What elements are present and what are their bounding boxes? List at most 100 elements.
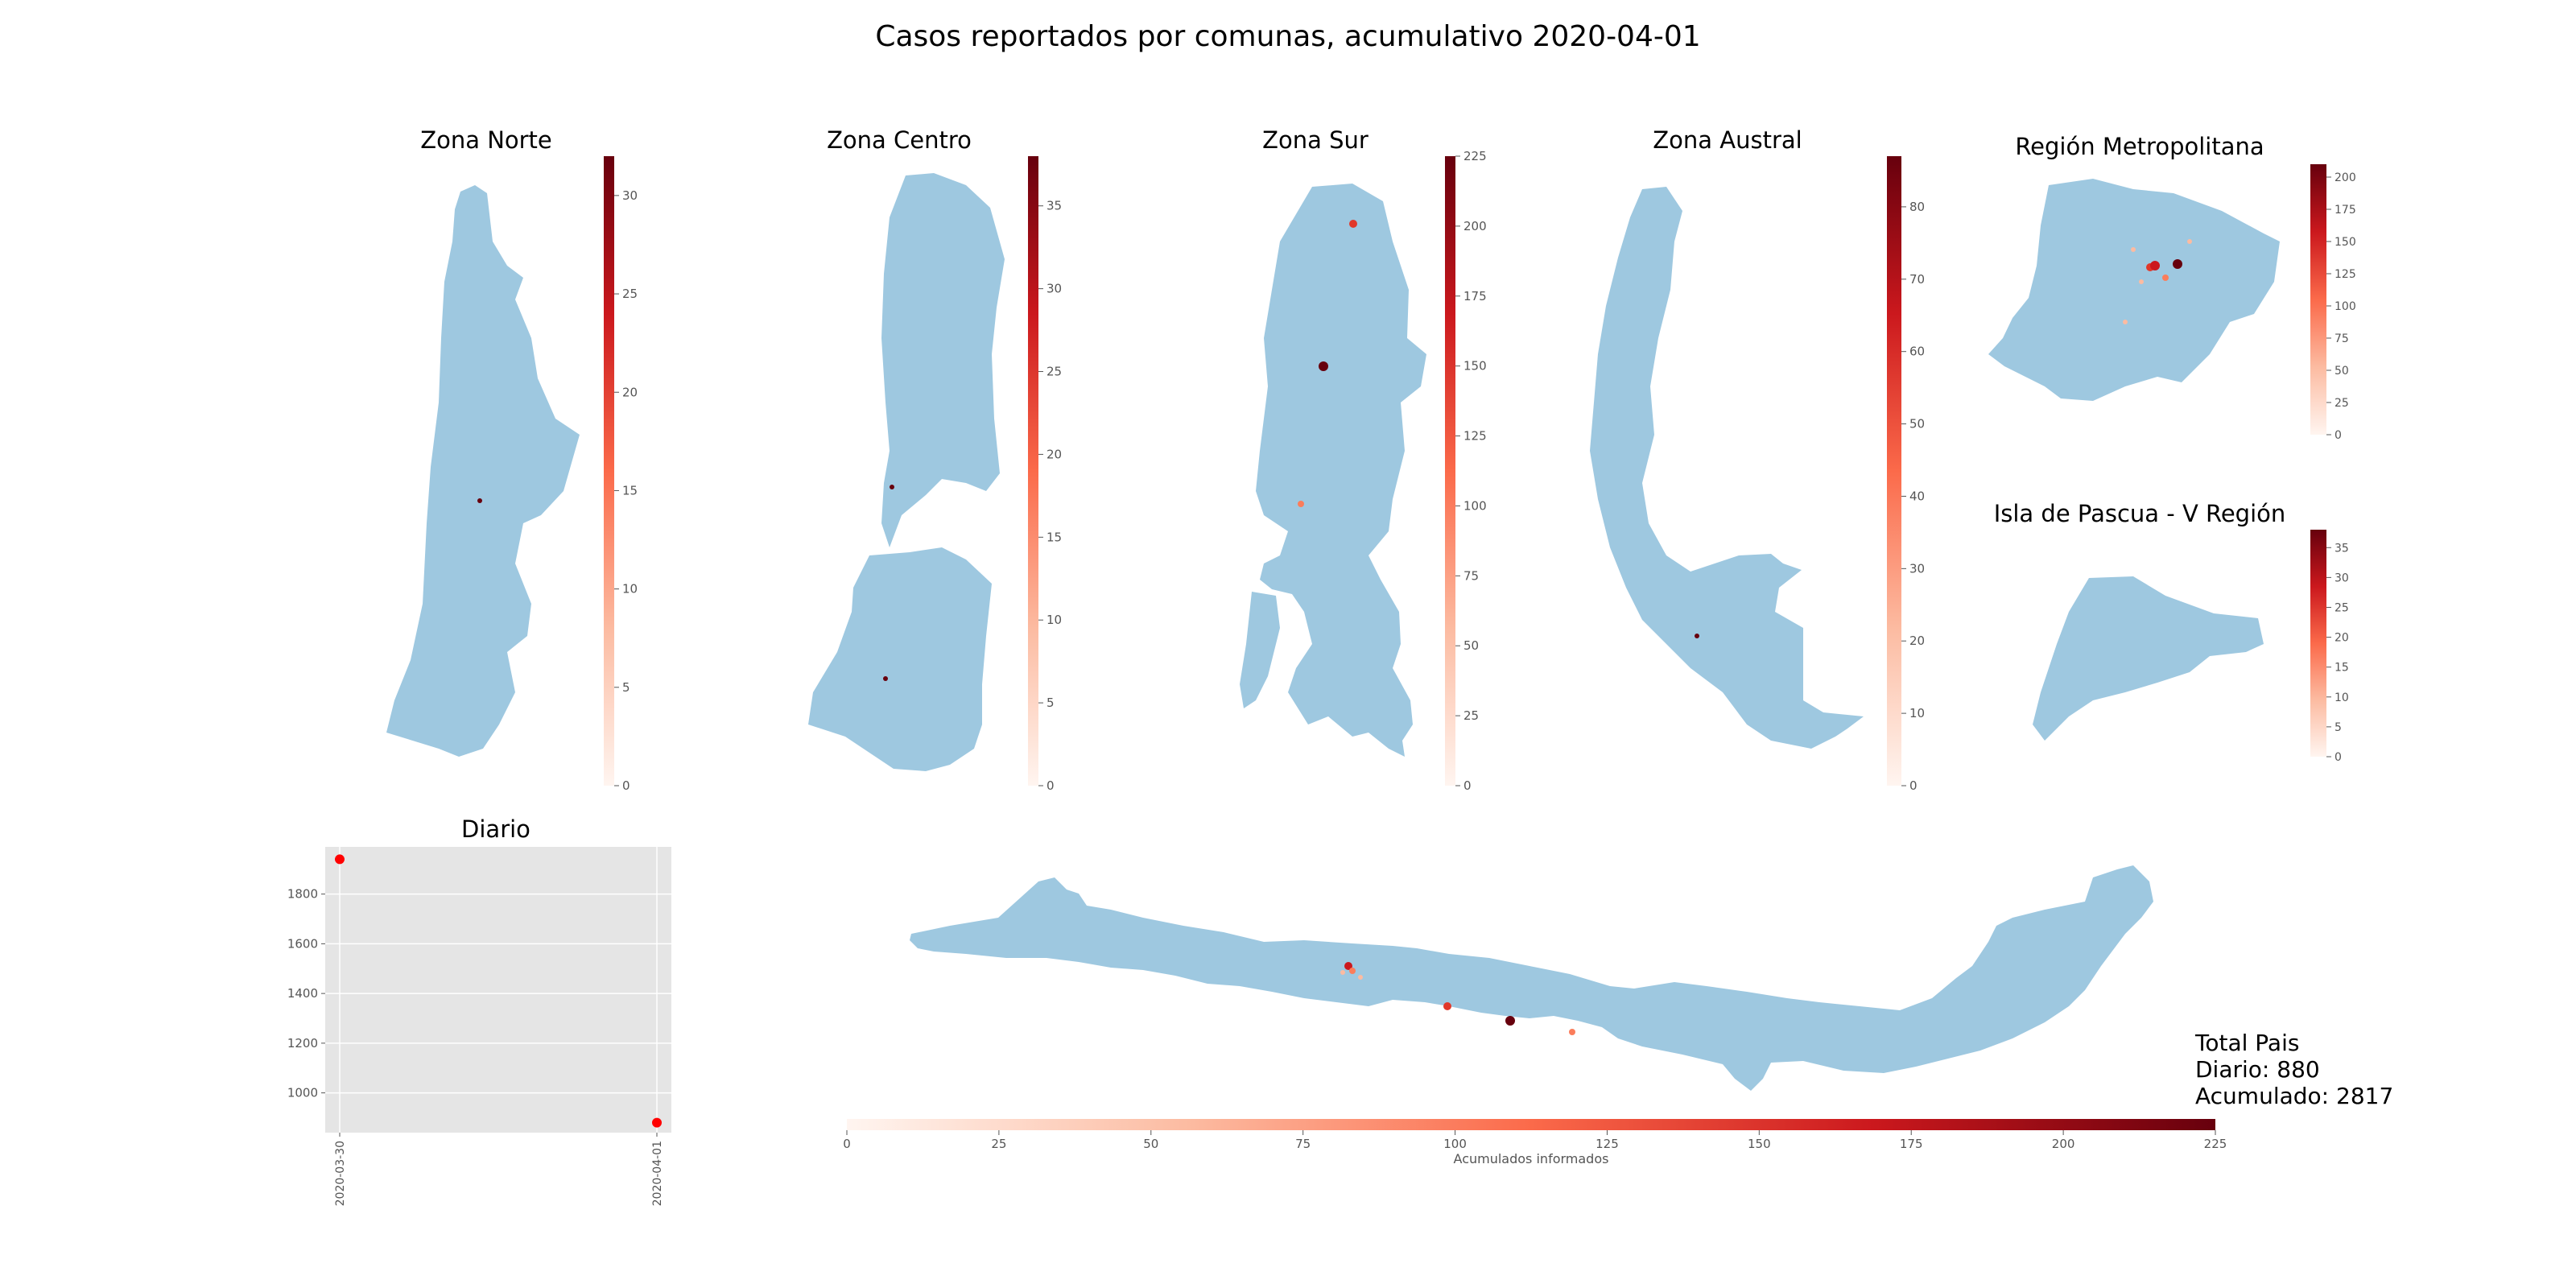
map-point	[2131, 247, 2136, 252]
map-point	[1298, 501, 1304, 507]
colorbar-zona-centro: 0 5 10 15 20 25 30 35	[1028, 156, 1062, 793]
colorbar-gradient	[1887, 156, 1901, 786]
colorbar-zona-sur: 0 25 50 75 100 125 150 175 200 225	[1445, 149, 1487, 793]
colorbar-tick-label: 50	[1143, 1137, 1158, 1151]
colorbar-tick-label: 25	[2334, 601, 2349, 614]
colorbar-tick-label: 10	[1046, 613, 1062, 627]
map-zona-centro	[881, 173, 1005, 547]
map-zona-centro-south	[808, 547, 992, 771]
colorbar-tick-label: 175	[1463, 289, 1487, 303]
colorbar-tick-label: 0	[843, 1137, 851, 1151]
colorbar-tick-label: 100	[2334, 300, 2356, 313]
map-zona-norte	[386, 185, 580, 757]
colorbar-tick-label: 10	[1909, 706, 1925, 720]
colorbar-tick-label: 125	[1463, 429, 1487, 444]
colorbar-tick-label: 15	[622, 483, 638, 497]
map-point	[2150, 261, 2160, 270]
map-zona-sur-island	[1240, 592, 1280, 708]
x-tick-label: 2020-04-01	[651, 1141, 664, 1206]
colorbar-gradient	[604, 156, 614, 786]
panel-title: Zona Centro	[827, 126, 972, 154]
colorbar-tick-label: 20	[622, 385, 638, 399]
colorbar-tick-label: 25	[2334, 397, 2349, 410]
grid	[325, 847, 671, 1133]
colorbar-tick-label: 25	[991, 1137, 1006, 1151]
colorbar-tick-label: 75	[1463, 568, 1479, 583]
y-tick-label: 1400	[287, 986, 318, 1001]
colorbar-tick-label: 50	[1909, 417, 1925, 431]
main-colorbar: 0 25 50 75 100 125 150 175 200 225 Acumulados inf…	[843, 1119, 2227, 1166]
colorbar-tick-label: 30	[2334, 572, 2349, 584]
x-axis: 2020-03-30 2020-04-01	[334, 1133, 664, 1206]
colorbar-gradient	[847, 1119, 2215, 1130]
colorbar-tick-label: 175	[1900, 1137, 1923, 1151]
panel-title: Zona Norte	[420, 126, 552, 154]
y-tick-label: 1600	[287, 936, 318, 951]
colorbar-region-metropolitana: 0 25 50 75 100 125 150 175 200	[2310, 164, 2356, 442]
colorbar-tick-label: 50	[2334, 365, 2349, 378]
colorbar-tick-label: 0	[622, 778, 630, 793]
colorbar-tick-label: 20	[2334, 632, 2349, 645]
panel-title: Isla de Pascua - V Región	[1994, 500, 2286, 527]
colorbar-tick-label: 60	[1909, 345, 1925, 359]
colorbar-tick-label: 200	[2334, 171, 2356, 184]
colorbar-tick-label: 25	[1046, 365, 1062, 379]
map-point	[1443, 1002, 1451, 1010]
colorbar-gradient	[1028, 156, 1038, 786]
colorbar-tick-label: 25	[622, 287, 638, 301]
colorbar-tick-label: 0	[1909, 778, 1918, 793]
colorbar-tick-label: 25	[1463, 708, 1479, 723]
colorbar-tick-label: 20	[1909, 634, 1925, 648]
colorbar-tick-label: 0	[1463, 778, 1472, 793]
colorbar-tick-label: 100	[1463, 498, 1487, 513]
series	[335, 854, 662, 1128]
map-point	[2187, 239, 2192, 244]
totals: Total Pais Diario: 880 Acumulado: 2817	[2194, 1030, 2393, 1109]
colorbar-tick-label: 125	[1596, 1137, 1619, 1151]
colorbar-tick-label: 175	[2334, 204, 2356, 217]
panel-title: Zona Sur	[1262, 126, 1368, 154]
panel-zona-centro: Zona Centro 0 5 10 15 20 25 30 35	[808, 126, 1062, 793]
colorbar-tick-label: 30	[622, 188, 638, 203]
colorbar-zona-norte: 0 5 10 15 20 25 30	[604, 156, 638, 793]
colorbar-ticks: 0 25 50 75 100 125 150 175 200 225	[843, 1130, 2227, 1151]
panel-zona-norte: Zona Norte 0 5 10 15 20 25 30	[386, 126, 638, 793]
panel-country	[910, 865, 2153, 1091]
colorbar-tick-label: 125	[2334, 268, 2356, 281]
colorbar-tick-label: 75	[2334, 332, 2349, 345]
y-tick-label: 1000	[287, 1086, 318, 1100]
totals-daily: Diario: 880	[2195, 1056, 2320, 1083]
data-point	[335, 854, 345, 865]
colorbar-tick-label: 5	[622, 680, 630, 695]
colorbar-tick-label: 0	[2334, 751, 2342, 764]
data-point	[652, 1117, 662, 1128]
map-chile	[910, 865, 2153, 1091]
map-point	[883, 676, 888, 681]
map-point	[1505, 1016, 1515, 1026]
panel-region-metropolitana: Región Metropolitana 0 25 50 75 100 125 150 175…	[1988, 133, 2356, 442]
map-point	[1349, 968, 1356, 974]
colorbar-tick-label: 225	[2204, 1137, 2227, 1151]
map-zona-austral	[1590, 187, 1864, 749]
x-tick-label: 2020-03-30	[334, 1141, 347, 1206]
colorbar-tick-label: 225	[1463, 149, 1487, 163]
map-point	[1319, 361, 1328, 371]
daily-chart-title: Diario	[461, 815, 530, 843]
colorbar-tick-label: 150	[2334, 236, 2356, 249]
colorbar-tick-label: 5	[1046, 696, 1055, 710]
panel-title: Zona Austral	[1653, 126, 1802, 154]
map-point	[1340, 970, 1345, 975]
colorbar-tick-label: 0	[1046, 778, 1055, 793]
panel-title: Región Metropolitana	[2015, 133, 2264, 160]
colorbar-tick-label: 200	[1463, 219, 1487, 233]
colorbar-tick-label: 150	[1463, 359, 1487, 374]
panel-zona-austral: Zona Austral 0 10 20 30 40 50 60 70 80	[1590, 126, 1925, 793]
colorbar-tick-label: 35	[1046, 199, 1062, 213]
colorbar-label: Acumulados informados	[1454, 1151, 1609, 1166]
map-zona-sur	[1256, 184, 1426, 757]
y-tick-label: 1800	[287, 887, 318, 902]
map-point	[1695, 634, 1699, 638]
colorbar-tick-label: 0	[2334, 429, 2342, 442]
